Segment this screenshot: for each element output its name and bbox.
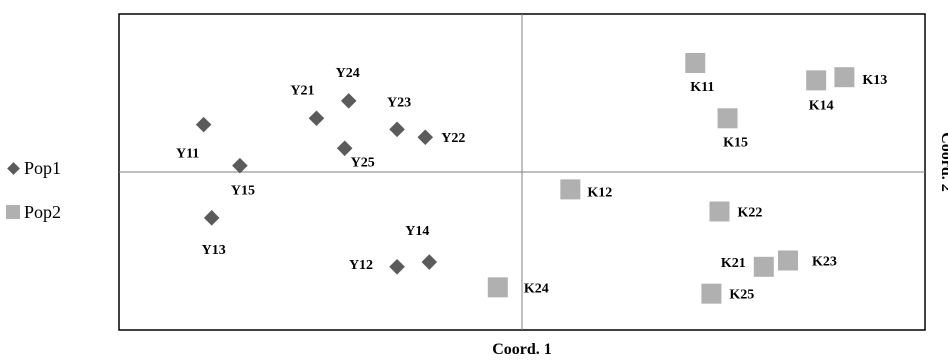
legend: Pop1 Pop2 — [6, 156, 61, 244]
point-marker-k12 — [560, 179, 581, 200]
point-marker-y23 — [389, 121, 405, 138]
point-marker-y22 — [417, 129, 434, 146]
point-label-k14: K14 — [809, 98, 834, 113]
point-marker-y25 — [336, 140, 353, 157]
legend-item-pop2: Pop2 — [6, 200, 61, 224]
legend-label-pop1: Pop1 — [24, 157, 62, 178]
point-label-y21: Y21 — [290, 83, 314, 98]
point-marker-y24 — [340, 93, 357, 109]
point-marker-k23 — [777, 250, 798, 271]
point-label-k15: K15 — [723, 135, 748, 150]
point-label-y15: Y15 — [231, 184, 255, 199]
point-label-y25: Y25 — [351, 155, 375, 170]
legend-label-pop2: Pop2 — [24, 201, 62, 222]
point-label-k12: K12 — [587, 185, 612, 200]
point-label-y23: Y23 — [387, 95, 411, 110]
point-marker-k21 — [753, 256, 774, 277]
point-marker-y11 — [195, 116, 212, 133]
point-marker-k24 — [487, 277, 508, 298]
point-label-k23: K23 — [812, 254, 837, 269]
data-points: Y11 Y12 Y13 Y14 Y15 Y21 Y22 Y23 Y24 Y25 K11 K12 K13 K… — [176, 52, 887, 304]
point-marker-k25 — [701, 283, 722, 304]
point-marker-k15 — [717, 108, 738, 129]
x-axis-label: Coord. 1 — [492, 341, 552, 358]
point-label-y12: Y12 — [349, 258, 373, 273]
legend-item-pop1: Pop1 — [6, 156, 61, 180]
point-label-y11: Y11 — [176, 147, 199, 162]
point-label-y24: Y24 — [336, 66, 360, 81]
point-label-y13: Y13 — [202, 243, 226, 258]
point-marker-y15 — [232, 157, 248, 174]
point-marker-k14 — [806, 70, 827, 91]
point-label-k13: K13 — [862, 73, 887, 88]
square-marker-icon — [6, 205, 20, 219]
diamond-marker-icon — [7, 161, 20, 175]
point-label-k21: K21 — [721, 256, 746, 271]
point-marker-y14 — [421, 254, 438, 270]
point-marker-y13 — [203, 210, 220, 226]
point-label-y22: Y22 — [441, 131, 465, 146]
point-label-k25: K25 — [729, 288, 754, 303]
point-marker-k11 — [685, 52, 706, 73]
y-axis-label: Coord. 2 — [938, 132, 948, 192]
point-marker-k13 — [834, 67, 855, 88]
point-marker-k22 — [709, 201, 730, 222]
point-label-k11: K11 — [690, 80, 714, 95]
point-label-y14: Y14 — [405, 224, 429, 239]
point-label-k24: K24 — [524, 281, 549, 296]
point-marker-y12 — [389, 259, 405, 275]
point-label-k22: K22 — [737, 206, 762, 221]
point-marker-y21 — [308, 110, 325, 127]
